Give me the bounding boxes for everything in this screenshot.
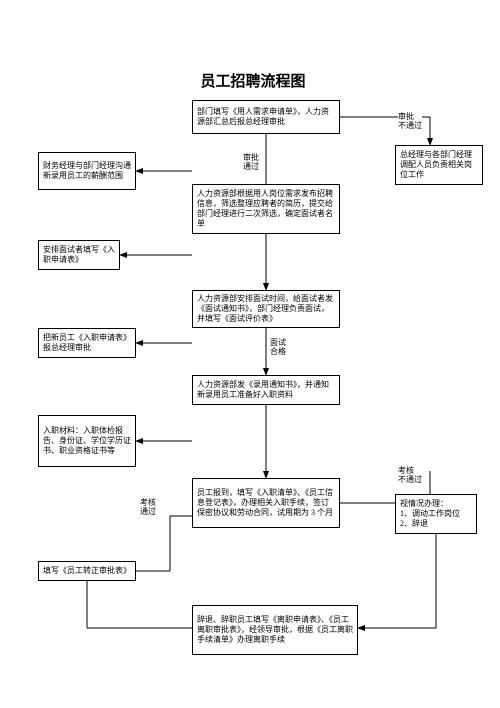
flow-node-n2: 总经理与各部门经理调配人员负责相关岗位工作 — [395, 145, 483, 185]
edge-label-l3: 面试 合格 — [270, 338, 286, 356]
flowchart-canvas: 员工招聘流程图 部门填写《用人需求申请单》，人力资源部汇总后报总经理审批总经理与… — [0, 0, 500, 708]
flow-node-n3: 财务经理与部门经理沟通新录用员工的薪酬范围 — [38, 152, 136, 190]
flow-node-n4: 人力资源部根据用人岗位需求发布招聘信息，筛选整理应聘者的简历，提交给部门经理进行… — [192, 184, 340, 234]
edge-label-l2: 审批 通过 — [243, 153, 259, 171]
flow-node-n5: 安排面试者填写《入职申请表》 — [38, 240, 120, 270]
flow-node-n11: 视情况办理： 1、调动工作岗位 2、辞退 — [395, 494, 477, 534]
flow-node-n6: 人力资源部安排面试时间，给面试者发《面试通知书》，部门经理负责面试，并填写《面试… — [192, 290, 340, 328]
flowchart-title: 员工招聘流程图 — [188, 70, 318, 91]
flow-node-n10: 员工报到，填写《入职清单》、《员工信息登记表》，办理相关入职手续，签订保密协议和… — [192, 478, 340, 528]
edge-label-l1: 审批 不通过 — [398, 112, 422, 130]
flow-node-n8: 人力资源部发《录用通知书》，并通知新录用员工准备好入职资料 — [192, 375, 340, 405]
flow-node-n12: 填写《员工转正审批表》 — [38, 561, 136, 581]
flow-node-n9: 入职材料：入职体检报告、身份证、学位学历证书、职业资格证书等 — [38, 415, 136, 467]
flow-node-n1: 部门填写《用人需求申请单》，人力资源部汇总后报总经理审批 — [192, 100, 340, 134]
flow-node-n13: 辞退、辞职员工填写《离职申请表》、《员工离职审批表》，经领导审批，根据《员工离职… — [192, 605, 358, 655]
edge-label-l5: 考核 不通过 — [398, 466, 422, 484]
flow-node-n7: 把新员工《入职申请表》报总经理审批 — [38, 328, 136, 358]
edge-label-l4: 考核 通过 — [140, 498, 156, 516]
